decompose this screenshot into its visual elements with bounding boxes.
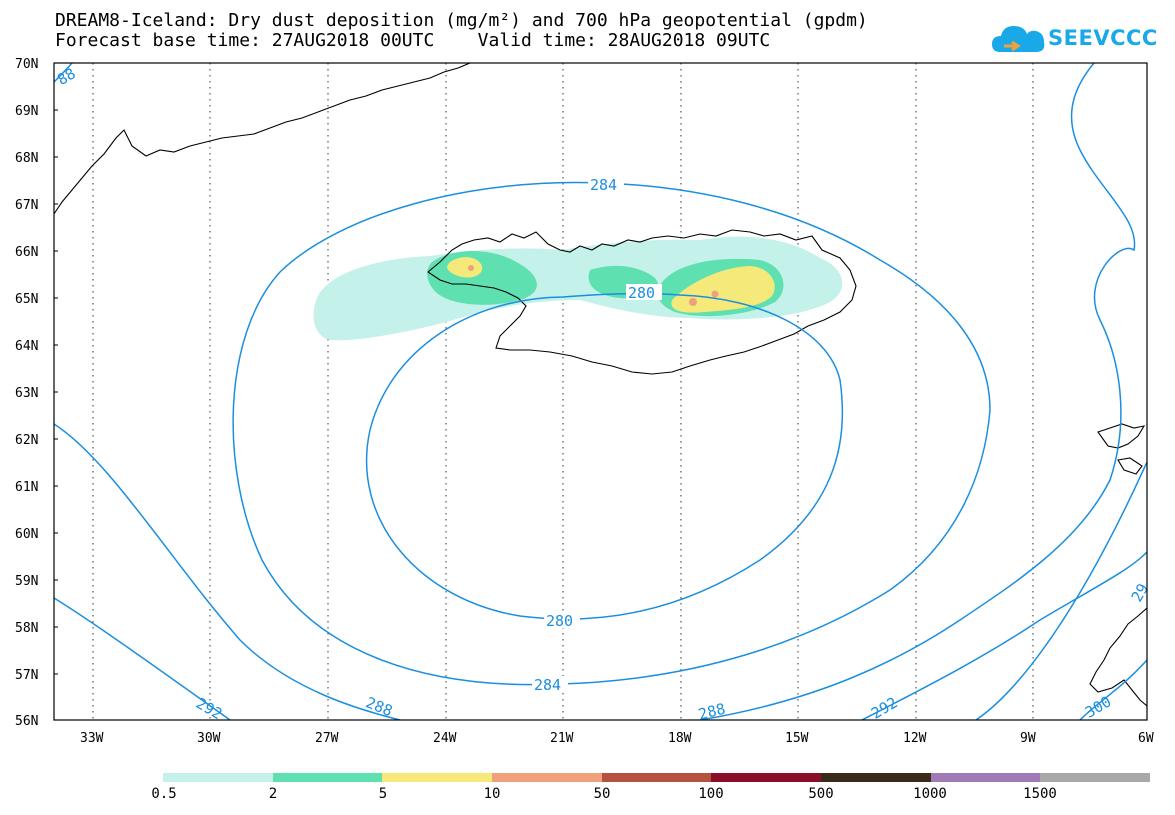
contour-label: 280 [628, 284, 655, 302]
cloud-icon [992, 26, 1045, 52]
lat-label: 62N [15, 433, 38, 448]
contour-280 [365, 292, 844, 620]
lon-label: 24W [433, 731, 457, 746]
contour-label: 88 [54, 64, 79, 89]
lon-label: 21W [550, 731, 574, 746]
legend-label: 500 [808, 786, 834, 802]
lon-label: 18W [668, 731, 692, 746]
contour-292 [861, 551, 1147, 720]
lat-label: 65N [15, 292, 38, 307]
contour-284 [232, 181, 991, 686]
faroe-islands-coastline [1097, 423, 1146, 449]
lat-label: 64N [15, 339, 38, 354]
contour-label: 288 [697, 700, 728, 724]
lat-label: 59N [15, 574, 38, 589]
longitude-labels: 33W 30W 27W 24W 21W 18W 15W 12W 9W 6W [80, 731, 1154, 746]
legend-label: 1000 [913, 786, 947, 802]
legend-swatch [492, 773, 602, 782]
legend-label: 10 [483, 786, 501, 802]
lon-label: 12W [903, 731, 927, 746]
forecast-times: Forecast base time: 27AUG2018 00UTC Vali… [55, 30, 771, 51]
lat-label: 63N [15, 386, 38, 401]
dust-area-mid [447, 257, 483, 278]
geopotential-contours [54, 63, 1147, 720]
legend-swatch [272, 773, 383, 782]
contour-300 [1079, 659, 1147, 720]
legend-label: 0.5 [151, 786, 177, 802]
legend-swatch [930, 773, 1041, 782]
greenland-coastline [54, 63, 471, 215]
legend-label: 5 [378, 786, 388, 802]
axis-ticks [54, 62, 58, 675]
legend-swatch [1040, 773, 1151, 782]
contour-296 [975, 461, 1147, 720]
lat-label: 57N [15, 668, 38, 683]
lon-label: 6W [1138, 731, 1154, 746]
legend-swatch [821, 773, 931, 782]
map-frame [53, 62, 1148, 721]
legend-swatch [382, 773, 493, 782]
map-grid [92, 63, 1034, 720]
contour-292 [54, 597, 231, 720]
legend-labels: 0.5 2 5 10 50 100 500 1000 1500 [0, 786, 1175, 806]
dust-area-high [711, 290, 719, 298]
contour-label: 280 [546, 612, 573, 630]
faroe-islands-coastline [1117, 457, 1143, 475]
lon-label: 15W [785, 731, 809, 746]
contour-288 [699, 63, 1136, 720]
lat-label: 56N [15, 714, 38, 729]
legend-swatch [163, 773, 273, 782]
dust-deposition-field [313, 236, 843, 341]
lon-label: 9W [1020, 731, 1036, 746]
seevccc-logo: SEEVCCC [990, 18, 1157, 58]
legend-swatch [601, 773, 712, 782]
lat-label: 68N [15, 151, 38, 166]
lat-label: 60N [15, 527, 38, 542]
legend-label: 2 [268, 786, 278, 802]
legend-swatch [711, 773, 822, 782]
legend-label: 100 [698, 786, 724, 802]
contour-label: 292 [868, 694, 900, 723]
legend-label: 50 [593, 786, 611, 802]
lat-label: 58N [15, 621, 38, 636]
map-title: DREAM8-Iceland: Dry dust deposition (mg/… [55, 10, 868, 31]
coastlines [54, 63, 1147, 707]
lat-label: 61N [15, 480, 38, 495]
contour-label: 292 [193, 694, 225, 723]
dust-area-high [689, 298, 697, 306]
contour-label: 288 [363, 693, 395, 720]
dust-area-mid [671, 266, 775, 313]
iceland-coastline [427, 229, 857, 375]
contour-labels: 284 280 280 284 288 288 292 292 300 88 2… [54, 64, 1153, 724]
contour-label: 284 [534, 676, 561, 694]
logo-text: SEEVCCC [1048, 26, 1158, 50]
lon-label: 30W [197, 731, 221, 746]
latitude-labels: 70N 69N 68N 67N 66N 65N 64N 63N 62N 61N … [15, 57, 38, 729]
contour-upper [54, 63, 73, 83]
contour-label: 284 [590, 176, 617, 194]
lat-label: 66N [15, 245, 38, 260]
lon-label: 27W [315, 731, 339, 746]
contour-label: 29 [1128, 580, 1153, 605]
lat-label: 70N [15, 57, 38, 72]
lon-label: 33W [80, 731, 104, 746]
lat-label: 67N [15, 198, 38, 213]
lat-label: 69N [15, 104, 38, 119]
dust-area-high [468, 265, 474, 271]
legend-label: 1500 [1023, 786, 1057, 802]
color-legend [163, 773, 1151, 782]
scotland-coastline [1089, 607, 1147, 707]
contour-label: 300 [1082, 693, 1114, 722]
contour-288 [54, 423, 401, 720]
